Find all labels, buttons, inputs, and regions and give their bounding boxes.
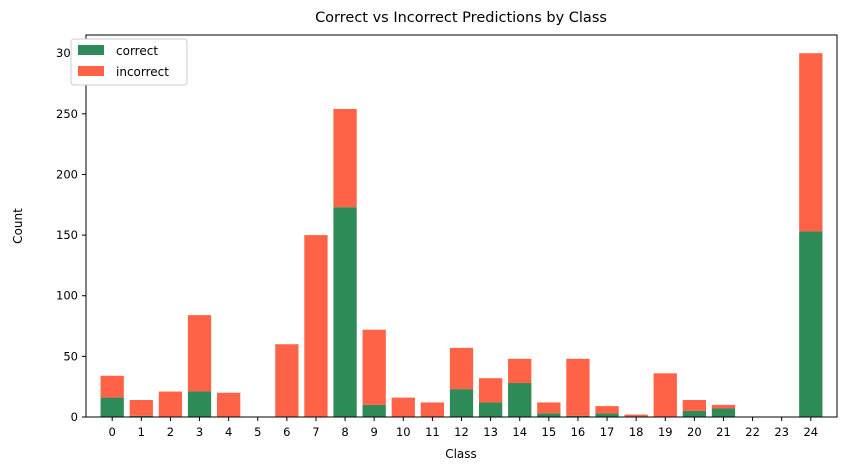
bar-incorrect-21 [711, 404, 736, 409]
bar-incorrect-9 [362, 329, 386, 405]
x-tick-label: 17 [600, 425, 615, 439]
bar-incorrect-20 [682, 400, 707, 411]
bar-correct-14 [508, 383, 532, 417]
legend-swatch-correct [78, 45, 104, 55]
y-tick-label: 50 [63, 349, 78, 363]
x-tick-label: 14 [512, 425, 527, 439]
bar-correct-16 [566, 415, 590, 417]
x-tick-label: 13 [483, 425, 498, 439]
bar-incorrect-2 [158, 391, 183, 417]
bar-incorrect-1 [129, 400, 153, 416]
bar-incorrect-17 [595, 406, 619, 414]
bar-correct-20 [682, 410, 707, 417]
bar-correct-3 [187, 391, 212, 417]
bar-incorrect-6 [275, 344, 299, 417]
x-tick-label: 11 [425, 425, 440, 439]
bar-correct-12 [449, 389, 474, 417]
bar-correct-1 [129, 415, 153, 417]
x-tick-label: 20 [687, 425, 702, 439]
legend: correct incorrect [70, 38, 188, 86]
bar-correct-9 [362, 404, 386, 417]
bars [100, 53, 823, 417]
bar-correct-21 [711, 408, 736, 417]
bar-incorrect-13 [478, 378, 503, 403]
y-tick-label: 150 [56, 228, 78, 242]
bar-incorrect-24 [799, 53, 823, 232]
x-tick-label: 4 [225, 425, 232, 439]
x-tick-label: 12 [454, 425, 469, 439]
x-tick-label: 9 [371, 425, 378, 439]
bar-incorrect-8 [333, 108, 357, 208]
bar-incorrect-15 [537, 402, 561, 414]
x-tick-label: 2 [167, 425, 174, 439]
bar-incorrect-16 [566, 358, 590, 416]
legend-swatch-incorrect [78, 66, 104, 76]
x-tick-label: 23 [774, 425, 789, 439]
legend-label-incorrect: incorrect [116, 65, 169, 79]
legend-label-correct: correct [116, 44, 158, 58]
bar-incorrect-18 [624, 414, 648, 417]
plot-frame [85, 34, 838, 418]
x-tick-label: 10 [396, 425, 411, 439]
bar-incorrect-10 [391, 397, 415, 417]
bar-correct-0 [100, 397, 124, 417]
bar-incorrect-11 [420, 402, 445, 417]
x-tick-label: 0 [109, 425, 116, 439]
x-tick-label: 22 [745, 425, 760, 439]
x-tick-label: 8 [341, 425, 348, 439]
bar-incorrect-3 [187, 315, 212, 392]
bar-correct-15 [537, 413, 561, 417]
x-tick-label: 6 [283, 425, 290, 439]
x-tick-label: 19 [658, 425, 673, 439]
x-tick-label: 21 [716, 425, 731, 439]
x-tick-label: 7 [312, 425, 319, 439]
y-tick-label: 200 [56, 167, 78, 181]
y-tick-label: 100 [56, 289, 78, 303]
x-tick-label: 16 [571, 425, 586, 439]
bar-incorrect-0 [100, 375, 124, 398]
x-tick-label: 15 [542, 425, 557, 439]
y-tick-label: 250 [56, 107, 78, 121]
x-tick-label: 3 [196, 425, 203, 439]
bar-correct-24 [799, 231, 823, 417]
bar-correct-8 [333, 207, 357, 417]
x-tick-label: 1 [138, 425, 145, 439]
y-tick-label: 0 [71, 410, 78, 424]
y-axis-label: Count [11, 208, 25, 244]
bar-incorrect-4 [216, 392, 241, 417]
bar-correct-13 [478, 402, 503, 417]
bar-incorrect-19 [653, 373, 677, 417]
x-axis: 0 1 2 3 4 5 6 7 8 9 10 11 12 13 14 15 16 17 18 19 20 21 22 23 24 [109, 417, 818, 439]
bar-correct-17 [595, 413, 619, 417]
bar-incorrect-14 [508, 358, 532, 384]
bar-incorrect-7 [304, 235, 328, 417]
x-tick-label: 24 [803, 425, 818, 439]
x-tick-label: 5 [254, 425, 261, 439]
x-tick-label: 18 [629, 425, 644, 439]
chart-title: Correct vs Incorrect Predictions by Clas… [315, 10, 607, 26]
bar-incorrect-12 [449, 347, 474, 390]
x-axis-label: Class [445, 447, 477, 461]
